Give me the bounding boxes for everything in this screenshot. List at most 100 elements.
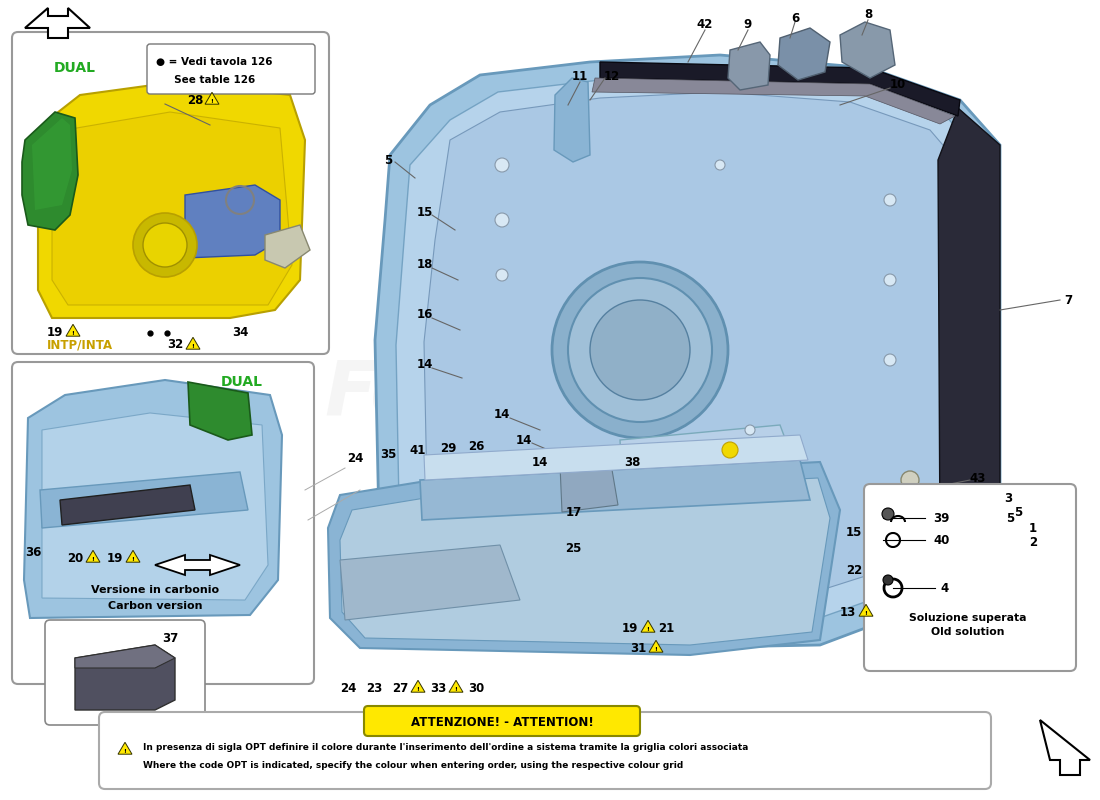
Text: 33: 33 — [430, 682, 447, 694]
Polygon shape — [205, 92, 219, 104]
Polygon shape — [600, 62, 960, 116]
Text: 23: 23 — [366, 682, 382, 694]
Circle shape — [884, 354, 896, 366]
Text: 19: 19 — [107, 551, 123, 565]
Circle shape — [552, 262, 728, 438]
Text: 32: 32 — [167, 338, 183, 351]
Circle shape — [590, 300, 690, 400]
Text: 35: 35 — [379, 447, 396, 461]
Polygon shape — [641, 620, 654, 632]
Text: 8: 8 — [864, 9, 872, 22]
Text: 7: 7 — [1064, 294, 1072, 306]
Polygon shape — [340, 478, 830, 645]
Text: 19: 19 — [47, 326, 63, 338]
FancyBboxPatch shape — [12, 362, 314, 684]
Text: 31: 31 — [630, 642, 646, 654]
Polygon shape — [75, 645, 175, 710]
Polygon shape — [42, 413, 268, 600]
Polygon shape — [592, 78, 955, 124]
Text: 15: 15 — [417, 206, 433, 218]
Text: 4: 4 — [940, 582, 948, 594]
Polygon shape — [840, 22, 895, 78]
Text: 18: 18 — [417, 258, 433, 271]
Polygon shape — [340, 545, 520, 620]
Polygon shape — [60, 485, 195, 525]
Polygon shape — [554, 78, 590, 162]
Text: !: ! — [417, 686, 419, 691]
Circle shape — [495, 158, 509, 172]
Text: 5: 5 — [1005, 511, 1014, 525]
Text: 20: 20 — [67, 551, 84, 565]
Text: 21: 21 — [658, 622, 674, 634]
Polygon shape — [778, 28, 830, 80]
Text: 85: 85 — [724, 162, 916, 298]
Circle shape — [495, 213, 509, 227]
Text: 5: 5 — [1014, 506, 1022, 519]
Polygon shape — [420, 460, 810, 520]
Text: !: ! — [191, 343, 195, 349]
Text: 28: 28 — [187, 94, 204, 106]
FancyBboxPatch shape — [45, 620, 205, 725]
Text: 42: 42 — [696, 18, 713, 31]
Circle shape — [745, 425, 755, 435]
Polygon shape — [375, 55, 1000, 650]
Text: 12: 12 — [604, 70, 620, 82]
Text: !: ! — [132, 557, 134, 562]
Text: In presenza di sigla OPT definire il colore durante l'inserimento dell'ordine a : In presenza di sigla OPT definire il col… — [143, 743, 748, 753]
Polygon shape — [66, 324, 80, 336]
Text: !: ! — [865, 610, 868, 615]
Text: 1: 1 — [1028, 522, 1037, 534]
Polygon shape — [24, 380, 282, 618]
Polygon shape — [424, 92, 960, 602]
Text: !: ! — [647, 626, 649, 631]
Polygon shape — [188, 382, 252, 440]
Polygon shape — [396, 74, 980, 626]
Text: DUAL: DUAL — [221, 375, 263, 389]
FancyBboxPatch shape — [12, 32, 329, 354]
Circle shape — [568, 278, 712, 422]
Text: 37: 37 — [162, 631, 178, 645]
Polygon shape — [155, 555, 240, 575]
Circle shape — [133, 213, 197, 277]
Text: 40: 40 — [933, 534, 949, 546]
FancyBboxPatch shape — [99, 712, 991, 789]
Polygon shape — [118, 742, 132, 754]
Text: 3: 3 — [1004, 491, 1012, 505]
Polygon shape — [449, 680, 463, 692]
Text: 13: 13 — [840, 606, 856, 618]
Polygon shape — [728, 42, 770, 90]
Text: 41: 41 — [410, 445, 426, 458]
Polygon shape — [649, 640, 663, 652]
Text: FerrariParts: FerrariParts — [324, 358, 835, 432]
Text: 27: 27 — [392, 682, 408, 694]
Text: 5: 5 — [384, 154, 392, 166]
FancyBboxPatch shape — [147, 44, 315, 94]
Text: !: ! — [123, 749, 126, 754]
Text: 36: 36 — [25, 546, 41, 558]
Text: !: ! — [654, 646, 658, 651]
Text: 26: 26 — [468, 441, 484, 454]
Polygon shape — [1040, 720, 1090, 775]
Text: 22: 22 — [846, 563, 862, 577]
Polygon shape — [126, 550, 140, 562]
Text: 24: 24 — [340, 682, 356, 694]
Polygon shape — [25, 8, 90, 38]
Text: !: ! — [72, 330, 75, 335]
Text: 6: 6 — [791, 11, 799, 25]
Polygon shape — [328, 462, 840, 655]
Polygon shape — [186, 338, 200, 349]
Polygon shape — [52, 112, 292, 305]
Text: INTP/INTA: INTP/INTA — [47, 338, 113, 351]
Text: 11: 11 — [572, 70, 588, 82]
Text: Versione in carbonio: Versione in carbonio — [91, 585, 219, 595]
Polygon shape — [424, 435, 808, 480]
Text: 14: 14 — [531, 455, 548, 469]
Text: 14: 14 — [516, 434, 532, 446]
Text: 10: 10 — [890, 78, 906, 91]
Polygon shape — [32, 118, 72, 210]
Polygon shape — [938, 108, 1000, 570]
Polygon shape — [86, 550, 100, 562]
Polygon shape — [265, 225, 310, 268]
Text: 9: 9 — [744, 18, 752, 31]
Polygon shape — [185, 185, 280, 258]
